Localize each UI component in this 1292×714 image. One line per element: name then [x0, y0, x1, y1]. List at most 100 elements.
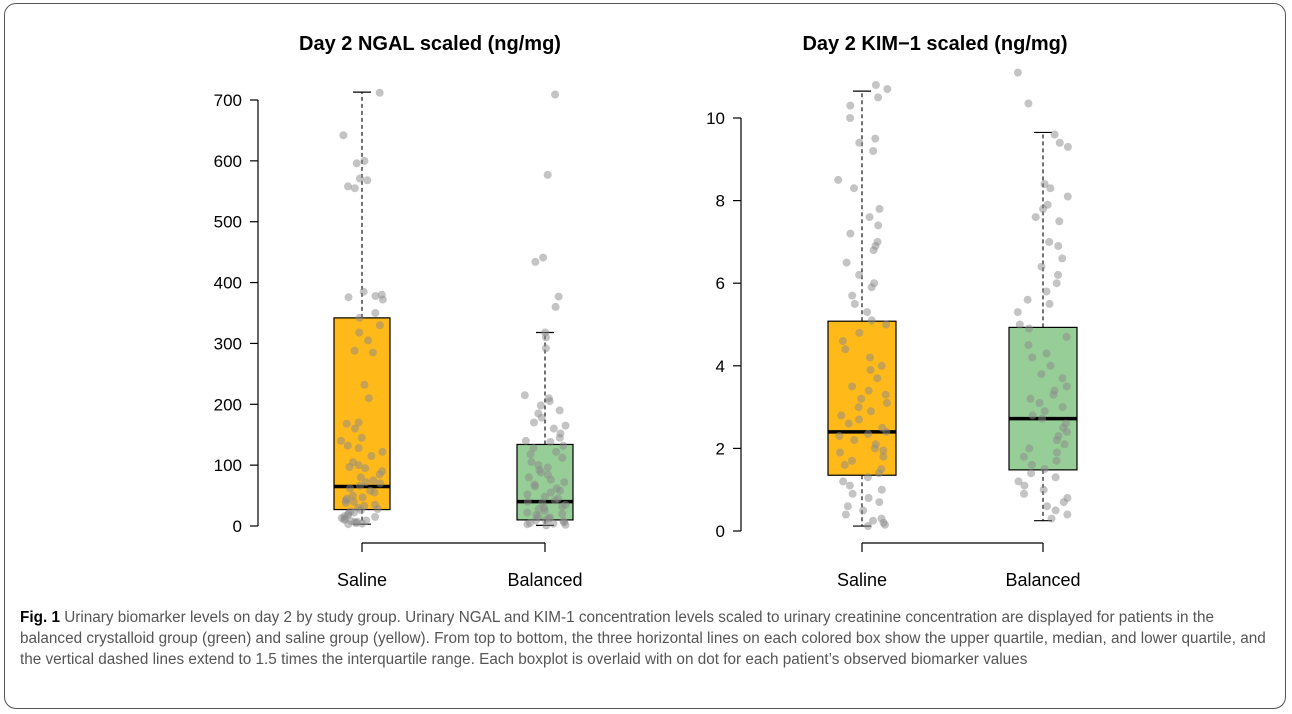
data-point	[863, 308, 872, 317]
data-point	[857, 394, 866, 403]
data-point	[352, 159, 361, 168]
data-point	[881, 390, 890, 399]
data-point	[546, 438, 555, 446]
data-point	[348, 491, 357, 500]
data-point	[561, 421, 570, 430]
data-point	[354, 418, 363, 427]
data-point	[364, 394, 373, 403]
data-point	[850, 299, 859, 308]
data-point	[545, 397, 554, 406]
data-point	[1062, 382, 1071, 391]
data-point	[882, 320, 891, 329]
data-point	[1063, 510, 1072, 519]
data-point	[846, 114, 855, 122]
data-point	[355, 313, 364, 322]
data-point	[1062, 332, 1071, 341]
data-point	[836, 448, 844, 457]
data-point	[869, 246, 878, 255]
data-point	[869, 147, 878, 155]
data-point	[1047, 514, 1056, 523]
data-point	[1052, 436, 1061, 445]
data-point	[1031, 213, 1040, 222]
data-point	[375, 470, 384, 479]
data-point	[354, 461, 363, 470]
data-point	[1049, 390, 1058, 399]
ngal-chart: Day 2 NGAL scaled (ng/mg) 0 100 200 300 400 50…	[214, 33, 583, 590]
y-tick-label: 400	[214, 274, 242, 293]
x-tick-label: Saline	[837, 570, 887, 590]
data-point	[867, 283, 876, 292]
figure-plot-area: Day 2 NGAL scaled (ng/mg)010020030040050…	[214, 33, 1081, 590]
data-point	[842, 258, 851, 267]
data-point	[363, 176, 372, 185]
figure-caption: Fig. 1 Urinary biomarker levels on day 2…	[20, 607, 1270, 670]
data-point	[356, 481, 364, 490]
data-point	[537, 468, 545, 477]
data-point	[1019, 452, 1028, 461]
data-point	[360, 380, 369, 389]
data-point	[1025, 444, 1034, 453]
data-point	[855, 138, 864, 147]
data-point	[882, 399, 891, 407]
data-point	[844, 419, 853, 428]
data-point	[864, 386, 873, 395]
data-point	[1058, 403, 1067, 412]
data-point	[378, 447, 387, 456]
data-point	[558, 509, 567, 518]
data-point	[1013, 308, 1022, 317]
data-point	[1026, 394, 1035, 403]
data-point	[867, 407, 875, 416]
data-point	[1062, 427, 1071, 436]
data-point	[835, 432, 844, 440]
data-point	[359, 287, 368, 296]
data-point	[541, 344, 550, 353]
data-point	[874, 469, 883, 478]
data-point	[551, 496, 559, 505]
y-tick-label: 10	[706, 109, 725, 128]
data-point	[855, 328, 864, 337]
data-point	[850, 184, 858, 193]
data-point	[355, 328, 364, 337]
data-point	[846, 229, 855, 238]
data-point	[375, 321, 384, 330]
data-point	[358, 493, 367, 502]
data-point	[1043, 502, 1052, 511]
data-point	[1054, 242, 1063, 250]
data-point	[536, 401, 545, 410]
data-point	[1051, 473, 1060, 482]
data-point	[840, 460, 849, 469]
data-point	[838, 337, 847, 345]
data-point	[537, 413, 546, 422]
data-point	[863, 473, 872, 482]
data-point	[871, 81, 880, 89]
data-point	[875, 204, 884, 213]
data-point	[555, 406, 564, 415]
data-point	[539, 253, 548, 262]
data-point	[376, 479, 385, 488]
data-point	[879, 452, 888, 461]
data-point	[343, 441, 352, 450]
data-point	[337, 436, 345, 445]
data-point	[871, 134, 880, 143]
data-point	[542, 333, 550, 342]
data-point	[1020, 489, 1028, 498]
data-point	[344, 293, 353, 302]
data-point	[877, 485, 886, 494]
data-point	[1024, 99, 1033, 108]
data-point	[369, 476, 378, 485]
data-point	[837, 411, 846, 420]
data-point	[848, 382, 857, 391]
data-point	[1045, 237, 1054, 246]
data-point	[555, 433, 564, 442]
data-point	[864, 429, 873, 438]
data-point	[530, 418, 538, 427]
data-point	[350, 184, 359, 193]
data-point	[364, 336, 373, 345]
data-point	[371, 309, 380, 317]
data-point	[866, 365, 875, 374]
data-point	[350, 346, 359, 355]
data-point	[357, 433, 366, 442]
data-point	[531, 257, 540, 266]
x-tick-label: Saline	[337, 570, 387, 590]
data-point	[367, 452, 376, 460]
